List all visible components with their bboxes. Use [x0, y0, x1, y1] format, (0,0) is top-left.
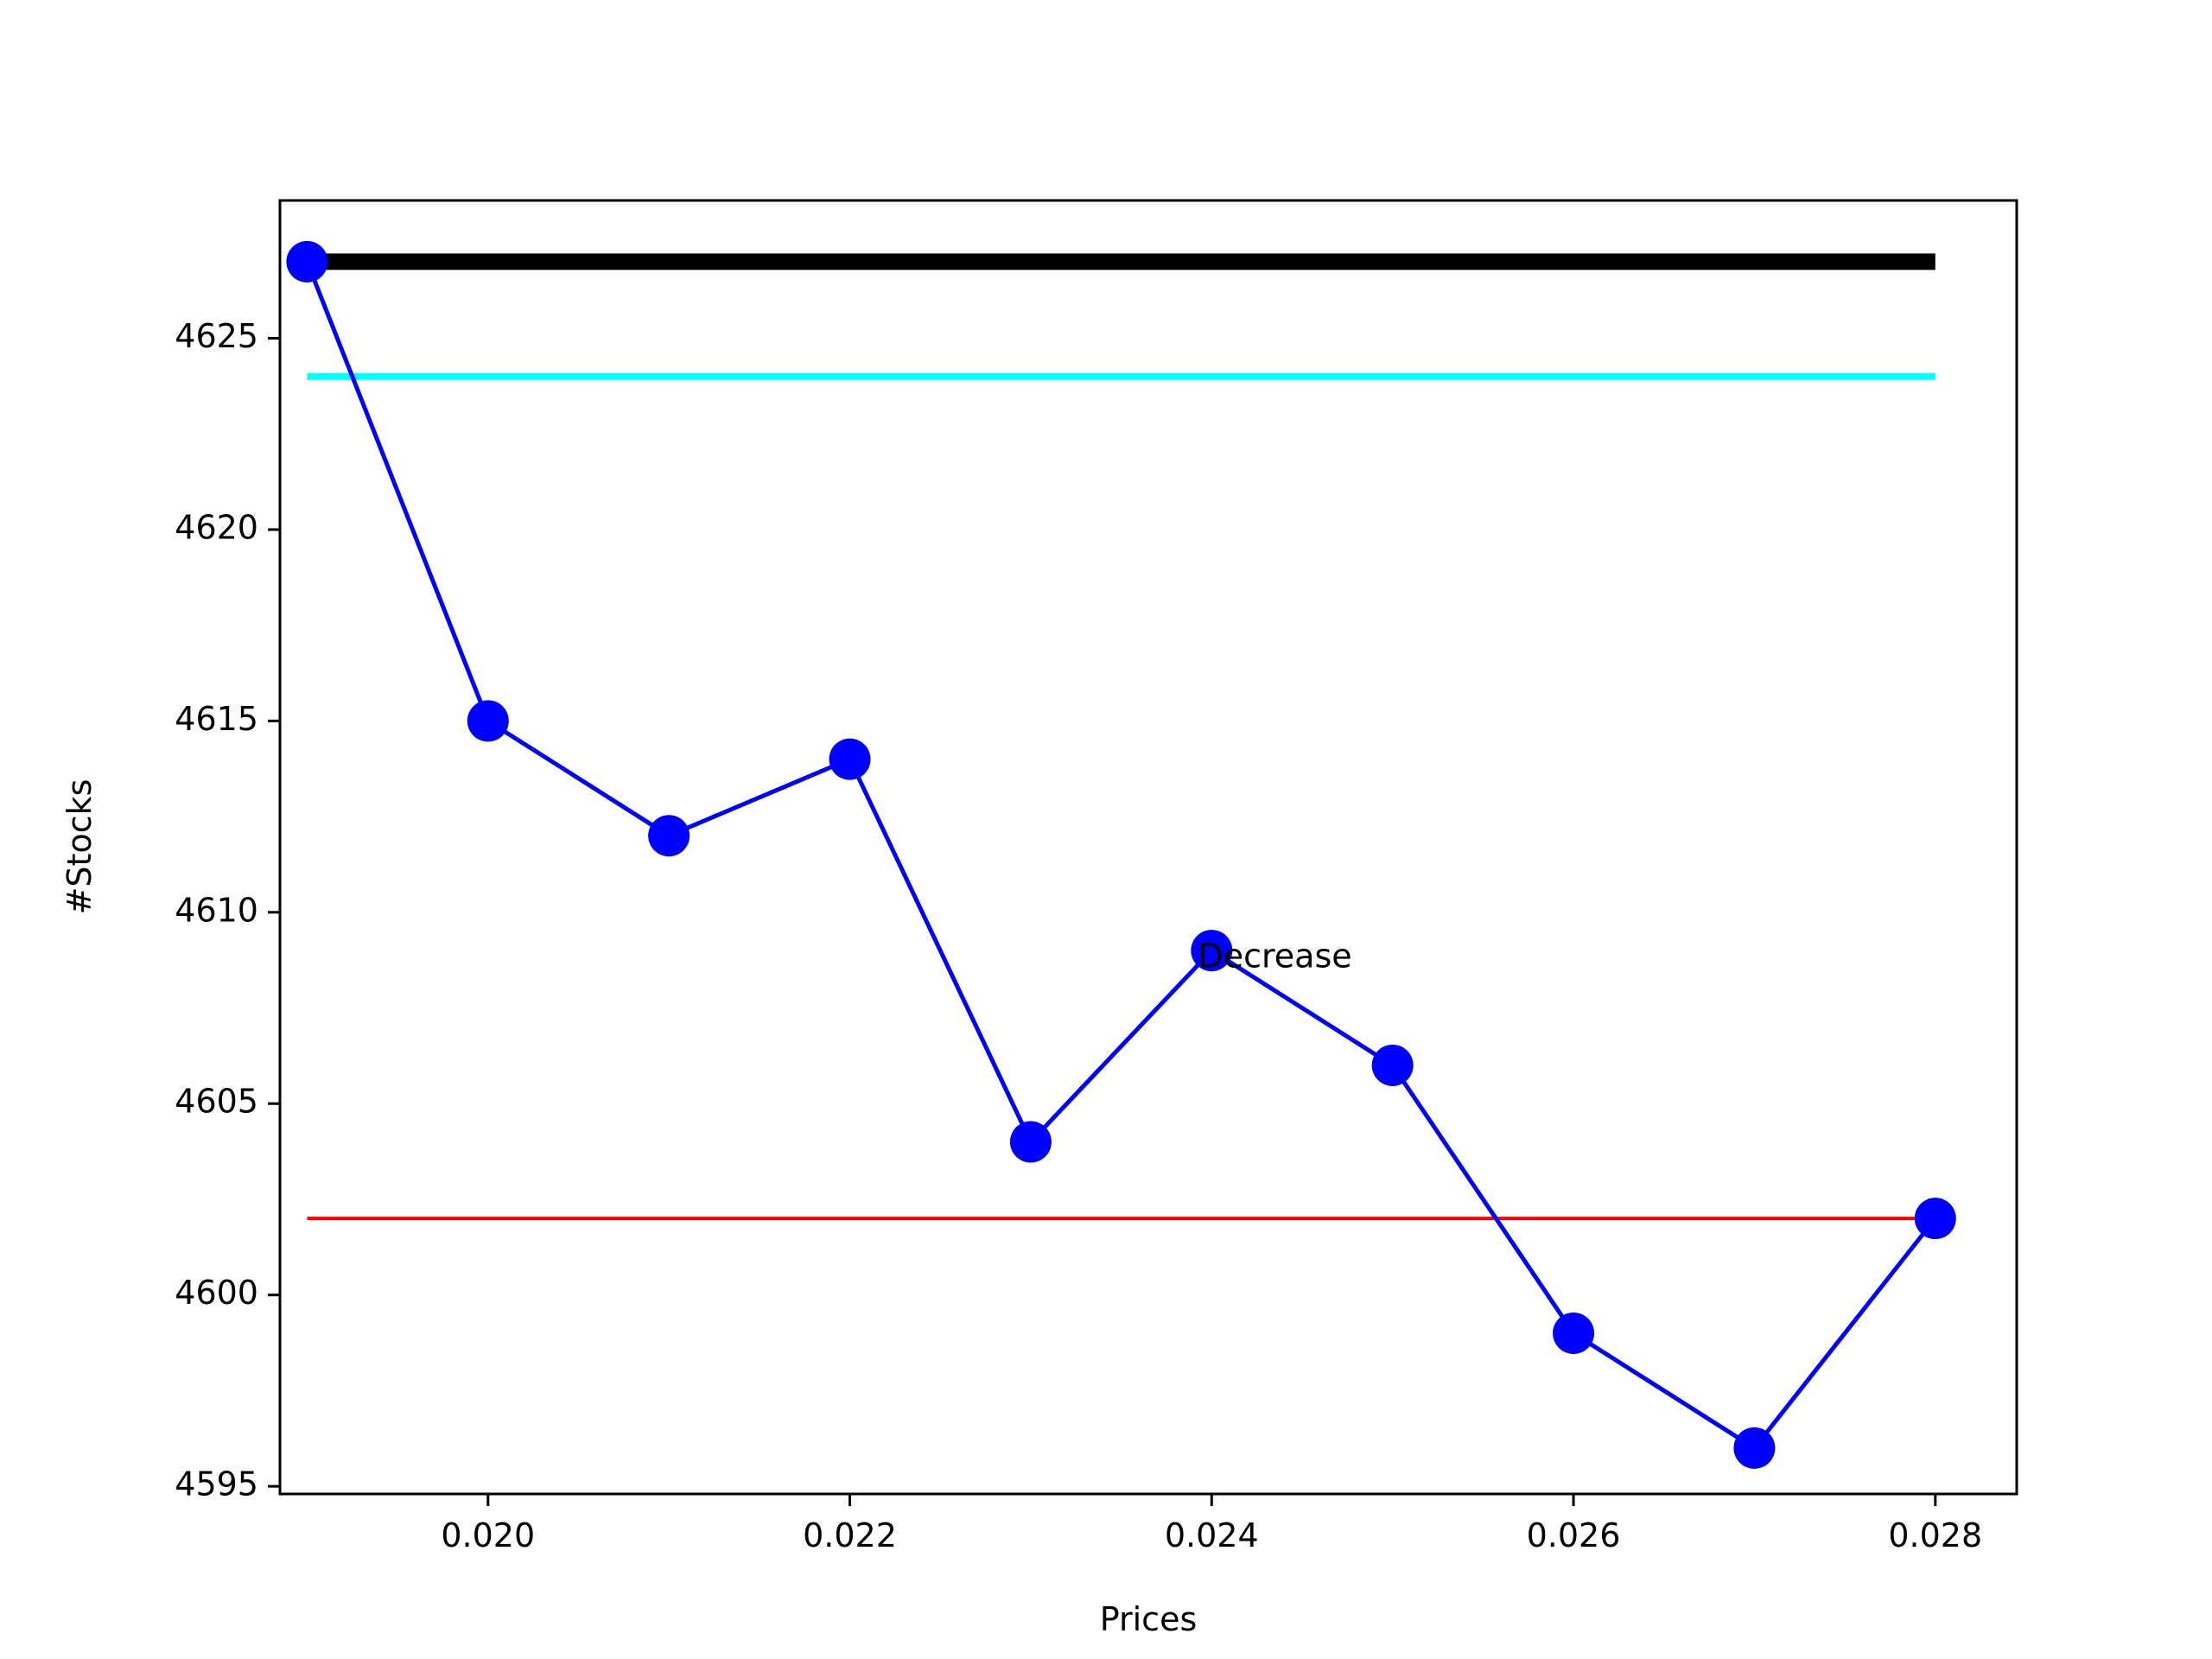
data-point — [1371, 1044, 1414, 1086]
annotation-text: Decrease — [1198, 937, 1351, 975]
data-point — [286, 240, 328, 283]
data-point — [1914, 1198, 1956, 1240]
data-point — [648, 815, 690, 857]
y-tick-label: 4615 — [175, 700, 258, 738]
data-point — [1191, 930, 1233, 972]
x-axis: 0.020 0.022 0.024 0.026 0.028 — [441, 1494, 1982, 1554]
x-tick-label: 0.020 — [441, 1516, 535, 1554]
y-axis: 4595 4600 4605 4610 4615 4620 4625 — [175, 317, 280, 1503]
y-tick-label: 4605 — [175, 1083, 258, 1121]
y-tick-label: 4600 — [175, 1274, 258, 1312]
x-tick-label: 0.022 — [803, 1516, 897, 1554]
data-point — [1733, 1427, 1776, 1469]
data-point — [1553, 1312, 1595, 1354]
x-tick-label: 0.026 — [1527, 1516, 1621, 1554]
y-tick-label: 4625 — [175, 317, 258, 355]
axes-frame — [278, 199, 2018, 1496]
series-points — [286, 240, 1956, 1469]
x-tick-label: 0.024 — [1165, 1516, 1259, 1554]
y-tick-label: 4620 — [175, 508, 258, 546]
x-axis-label: Prices — [1100, 1600, 1198, 1638]
annotations: Decrease — [1198, 937, 1351, 975]
y-tick-label: 4610 — [175, 891, 258, 929]
data-point — [467, 700, 509, 742]
reference-lines — [307, 253, 1936, 1221]
data-point — [829, 738, 871, 780]
series-lines — [305, 260, 1937, 1451]
data-point — [1009, 1121, 1052, 1163]
y-tick-label: 4595 — [175, 1465, 258, 1503]
y-axis-label: #Stocks — [60, 779, 99, 915]
series-line-1 — [305, 260, 1937, 1451]
x-tick-label: 0.028 — [1888, 1516, 1982, 1554]
